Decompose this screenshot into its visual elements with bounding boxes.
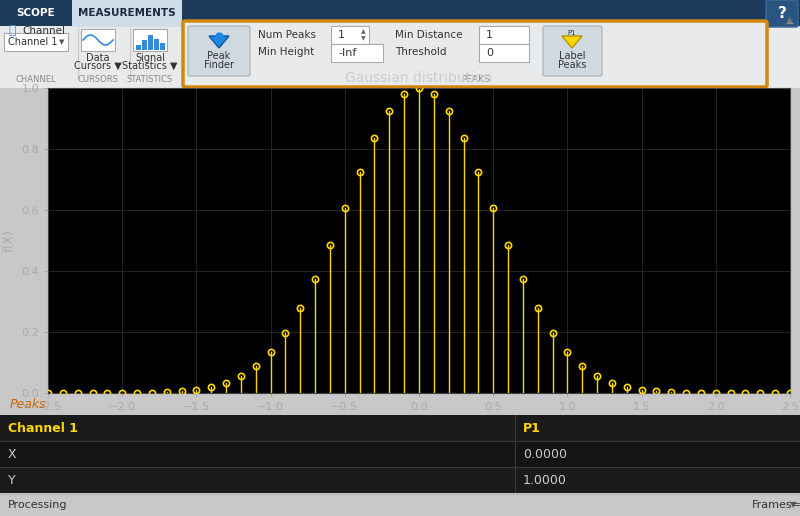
Y-axis label: f(X): f(X): [2, 229, 16, 252]
Text: Signal: Signal: [135, 53, 165, 63]
Text: Min Distance: Min Distance: [395, 30, 462, 40]
FancyBboxPatch shape: [81, 29, 115, 51]
Text: Cursors ▼: Cursors ▼: [74, 61, 122, 71]
Text: ▼: ▼: [361, 37, 366, 41]
Bar: [148, 35, 153, 50]
Bar: [2, 2, 70, 25]
Text: PEAKS: PEAKS: [461, 75, 490, 85]
Text: Channel 1: Channel 1: [8, 37, 58, 47]
Text: ▲: ▲: [786, 15, 794, 25]
Text: 0: 0: [486, 48, 493, 58]
FancyBboxPatch shape: [479, 44, 529, 62]
Text: P1: P1: [523, 422, 541, 434]
Bar: [142, 40, 147, 50]
Bar: [72, 0, 182, 27]
Text: 1: 1: [338, 30, 345, 40]
FancyBboxPatch shape: [766, 0, 798, 27]
Polygon shape: [562, 36, 582, 48]
Text: CHANNEL: CHANNEL: [16, 75, 56, 85]
Text: Min Height: Min Height: [258, 47, 314, 57]
Text: 1: 1: [486, 30, 493, 40]
Text: STATISTICS: STATISTICS: [127, 75, 173, 85]
Bar: [0, 26, 800, 88]
Text: Finder: Finder: [204, 60, 234, 70]
Text: P1: P1: [568, 30, 576, 36]
FancyBboxPatch shape: [133, 29, 167, 51]
Text: -Inf: -Inf: [338, 48, 356, 58]
Polygon shape: [209, 36, 229, 48]
Title: Gaussian distribution: Gaussian distribution: [346, 71, 493, 86]
Text: 1.0000: 1.0000: [523, 474, 567, 487]
Text: X: X: [8, 447, 17, 460]
Bar: [0, 415, 800, 441]
FancyBboxPatch shape: [331, 44, 383, 62]
Text: Channel: Channel: [22, 26, 65, 36]
Text: Data: Data: [86, 53, 110, 63]
FancyBboxPatch shape: [331, 26, 369, 44]
Text: ▲: ▲: [361, 29, 366, 35]
Bar: [0, 0, 800, 26]
FancyBboxPatch shape: [4, 33, 68, 51]
Text: Statistics ▼: Statistics ▼: [122, 61, 178, 71]
Bar: [0, 467, 800, 493]
Text: 🔊: 🔊: [8, 24, 15, 38]
Text: Peaks: Peaks: [10, 397, 46, 411]
FancyBboxPatch shape: [479, 26, 529, 44]
Bar: [160, 43, 165, 50]
Text: ?: ?: [778, 6, 786, 21]
Text: Channel 1: Channel 1: [8, 422, 78, 434]
Text: 0.0000: 0.0000: [523, 447, 567, 460]
FancyBboxPatch shape: [183, 21, 767, 87]
Text: Frames=1: Frames=1: [752, 499, 800, 509]
Bar: [154, 39, 159, 50]
Text: Peak: Peak: [207, 51, 230, 61]
FancyBboxPatch shape: [188, 26, 250, 76]
Text: Threshold: Threshold: [395, 47, 446, 57]
FancyBboxPatch shape: [543, 26, 602, 76]
Text: Peaks: Peaks: [558, 60, 586, 70]
Text: SCOPE: SCOPE: [17, 8, 55, 19]
Text: ▼: ▼: [790, 500, 796, 509]
X-axis label: X: X: [414, 417, 423, 430]
Text: Y: Y: [8, 474, 16, 487]
Bar: [0, 441, 800, 467]
Text: Processing: Processing: [8, 499, 67, 509]
Text: Label: Label: [558, 51, 586, 61]
Text: MEASUREMENTS: MEASUREMENTS: [78, 8, 176, 19]
Text: CURSORS: CURSORS: [78, 75, 118, 85]
Text: ▼: ▼: [59, 39, 65, 45]
Bar: [136, 45, 141, 50]
Text: Num Peaks: Num Peaks: [258, 30, 316, 40]
